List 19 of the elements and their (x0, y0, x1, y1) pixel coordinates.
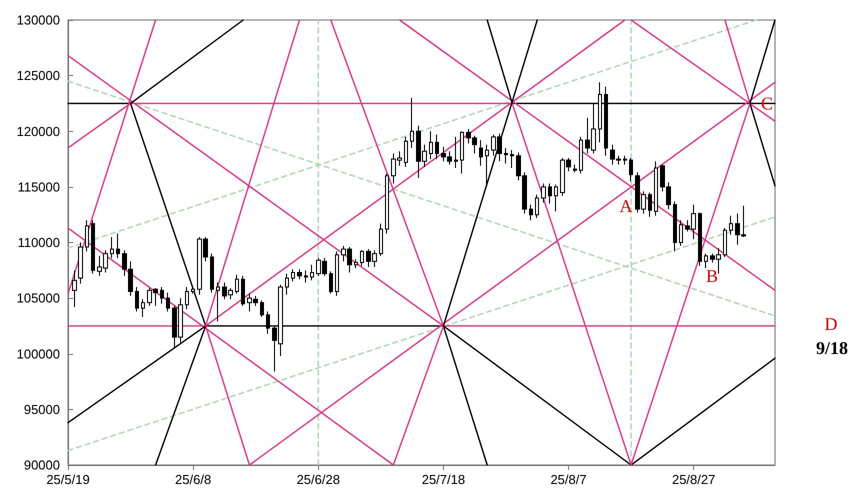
y-tick-label: 120000 (16, 124, 60, 139)
x-tick-label: 25/8/7 (550, 472, 587, 487)
y-tick-label: 95000 (24, 402, 60, 417)
x-tick-label: 25/8/27 (672, 472, 716, 487)
y-tick-label: 130000 (16, 12, 60, 28)
x-tick-label: 25/6/28 (296, 472, 340, 487)
y-tick-label: 125000 (16, 68, 60, 84)
y-tick-label: 110000 (18, 235, 60, 250)
x-tick-label: 25/5/19 (46, 472, 90, 487)
annotation: B (706, 266, 718, 286)
text: D (824, 314, 838, 334)
x-tick-label: 25/7/18 (422, 472, 466, 487)
y-tick-label: 105000 (16, 290, 60, 306)
y-tick-label: 115000 (18, 179, 60, 194)
text: 9/18 (816, 338, 848, 358)
annotation: A (620, 196, 632, 216)
x-tick-label: 25/6/8 (175, 472, 212, 487)
y-tick-label: 100000 (16, 346, 60, 362)
y-tick-label: 90000 (24, 458, 60, 472)
